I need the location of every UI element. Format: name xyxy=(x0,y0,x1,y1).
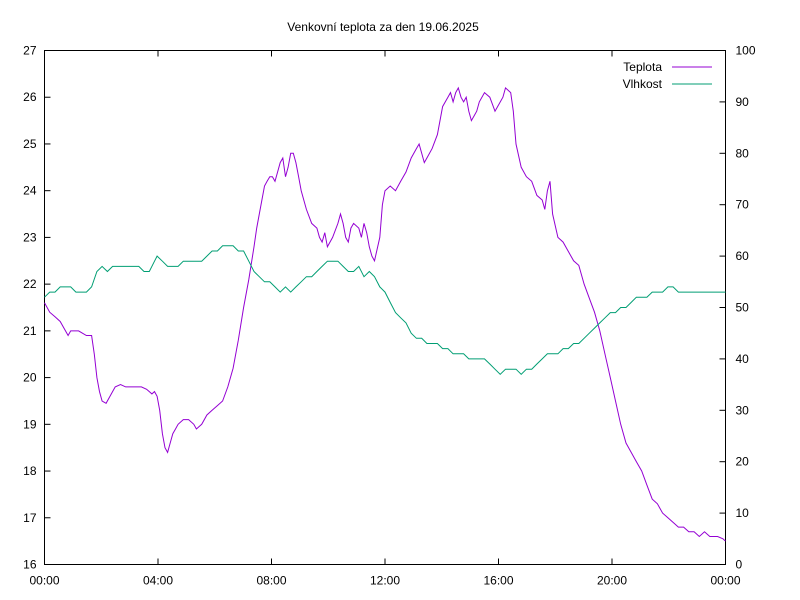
right-tick-label: 90 xyxy=(736,95,750,109)
left-tick-label: 21 xyxy=(23,324,37,338)
right-tick-label: 50 xyxy=(736,301,750,315)
left-tick-label: 24 xyxy=(23,184,37,198)
right-tick-label: 0 xyxy=(736,558,743,572)
left-tick-label: 26 xyxy=(23,90,37,104)
legend: Teplota Vlhkost xyxy=(623,60,712,91)
left-tick-label: 27 xyxy=(23,44,37,58)
x-tick-label: 20:00 xyxy=(597,574,627,588)
left-tick-label: 20 xyxy=(23,371,37,385)
legend-label: Vlhkost xyxy=(623,77,663,91)
left-tick-label: 19 xyxy=(23,417,37,431)
x-tick-label: 12:00 xyxy=(370,574,400,588)
right-tick-label: 70 xyxy=(736,198,750,212)
x-tick-label: 00:00 xyxy=(710,574,740,588)
right-tick-label: 40 xyxy=(736,352,750,366)
x-tick-label: 16:00 xyxy=(483,574,513,588)
x-tick-label: 04:00 xyxy=(143,574,173,588)
right-axis: 0 10 20 30 40 50 60 70 80 90 100 xyxy=(719,44,756,572)
right-tick-label: 100 xyxy=(736,44,756,58)
series-line-vlhkost xyxy=(44,245,726,376)
right-tick-label: 10 xyxy=(736,506,750,520)
right-tick-label: 60 xyxy=(736,249,750,263)
left-tick-label: 23 xyxy=(23,230,37,244)
left-tick-label: 18 xyxy=(23,464,37,478)
left-tick-label: 17 xyxy=(23,511,37,525)
right-tick-label: 80 xyxy=(736,146,750,160)
series-line-teplota xyxy=(44,86,726,542)
right-tick-label: 20 xyxy=(736,455,750,469)
right-tick-label: 30 xyxy=(736,403,750,417)
x-tick-label: 00:00 xyxy=(29,574,59,588)
left-axis: 16 17 18 19 20 21 22 23 24 25 26 27 xyxy=(23,44,51,572)
legend-label: Teplota xyxy=(623,60,662,74)
left-tick-label: 22 xyxy=(23,277,37,291)
chart-title: Venkovní teplota za den 19.06.2025 xyxy=(287,20,479,34)
left-tick-label: 25 xyxy=(23,137,37,151)
x-axis: 00:00 04:00 08:00 12:00 16:00 20:00 00:00 xyxy=(29,50,741,588)
x-tick-label: 08:00 xyxy=(256,574,286,588)
left-tick-label: 16 xyxy=(23,558,37,572)
series-layer xyxy=(44,86,726,542)
